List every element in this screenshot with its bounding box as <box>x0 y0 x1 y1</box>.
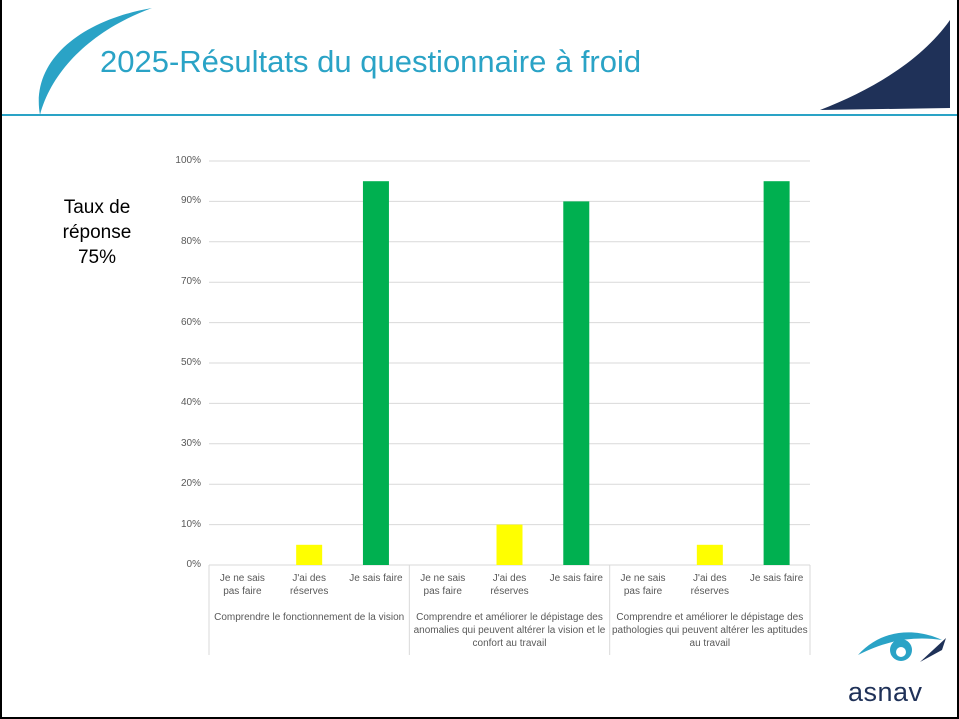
x-tick-label: Je sais faire <box>749 573 804 584</box>
y-tick-label: 70% <box>180 276 201 288</box>
bar <box>763 181 790 565</box>
annotation: Taux de réponse 75% <box>42 195 152 270</box>
y-tick-label: 80% <box>180 235 201 247</box>
group-label: Comprendre et améliorer le dépistage des… <box>611 612 808 649</box>
logo-text: asnav <box>848 677 923 707</box>
group-label: Comprendre le fonctionnement de la visio… <box>214 612 405 623</box>
bar <box>696 544 723 565</box>
annotation-line: réponse <box>62 222 132 243</box>
x-tick-label: Je ne sais pas faire <box>219 573 265 597</box>
y-tick-label: 40% <box>180 397 201 409</box>
x-tick-label: J'ai des réserves <box>289 573 329 597</box>
bar <box>296 544 323 565</box>
logo-pupil <box>896 647 906 657</box>
x-tick-label: Je sais faire <box>549 573 603 584</box>
y-tick-label: 50% <box>180 357 201 368</box>
bar <box>496 524 523 565</box>
y-tick-label: 60% <box>180 316 201 328</box>
annotation-line: Taux de <box>63 197 131 218</box>
x-tick-label: Je ne sais pas faire <box>620 573 666 597</box>
bar <box>563 201 590 565</box>
y-tick-label: 0% <box>186 559 201 570</box>
bar <box>362 181 389 565</box>
y-tick-label: 20% <box>180 478 201 490</box>
group-label: Comprendre et améliorer le dépistage des… <box>413 612 606 649</box>
annotation-line: 75% <box>77 247 117 268</box>
logo-eye <box>858 632 942 655</box>
logo-stroke <box>920 638 946 662</box>
x-tick-label: J'ai des réserves <box>690 573 729 597</box>
slide-title: 2025-Résultats du questionnaire à froid <box>100 44 642 79</box>
swoosh-right <box>820 20 950 110</box>
x-tick-label: Je ne sais pas faire <box>420 573 466 597</box>
swoosh-left <box>38 8 153 115</box>
y-tick-label: 10% <box>180 518 201 530</box>
x-tick-label: Je sais faire <box>349 573 403 584</box>
chart <box>208 160 811 655</box>
y-tick-label: 100% <box>175 155 201 166</box>
x-tick-label: J'ai des réserves <box>490 573 529 597</box>
y-tick-label: 90% <box>180 195 201 207</box>
y-tick-label: 30% <box>180 437 201 449</box>
